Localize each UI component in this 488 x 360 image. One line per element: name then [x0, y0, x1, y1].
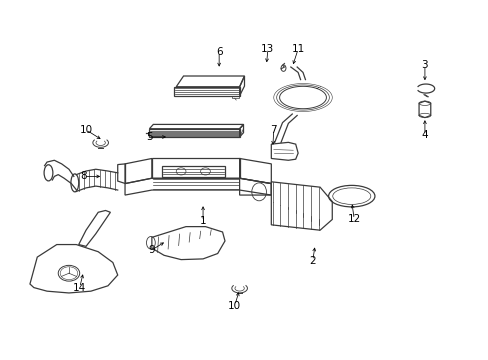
Text: 13: 13 — [261, 44, 274, 54]
Text: 7: 7 — [270, 125, 277, 135]
Text: 3: 3 — [421, 60, 427, 70]
Text: 10: 10 — [80, 125, 92, 135]
Text: 11: 11 — [291, 44, 304, 54]
Text: 4: 4 — [421, 130, 427, 140]
Text: 5: 5 — [146, 132, 152, 142]
Text: 12: 12 — [347, 215, 360, 224]
Text: 9: 9 — [148, 245, 155, 255]
Text: 6: 6 — [215, 46, 222, 57]
Text: 14: 14 — [73, 283, 86, 293]
Text: 8: 8 — [80, 171, 87, 181]
Text: 1: 1 — [199, 216, 206, 226]
Text: 2: 2 — [309, 256, 315, 266]
Text: 10: 10 — [228, 301, 241, 311]
